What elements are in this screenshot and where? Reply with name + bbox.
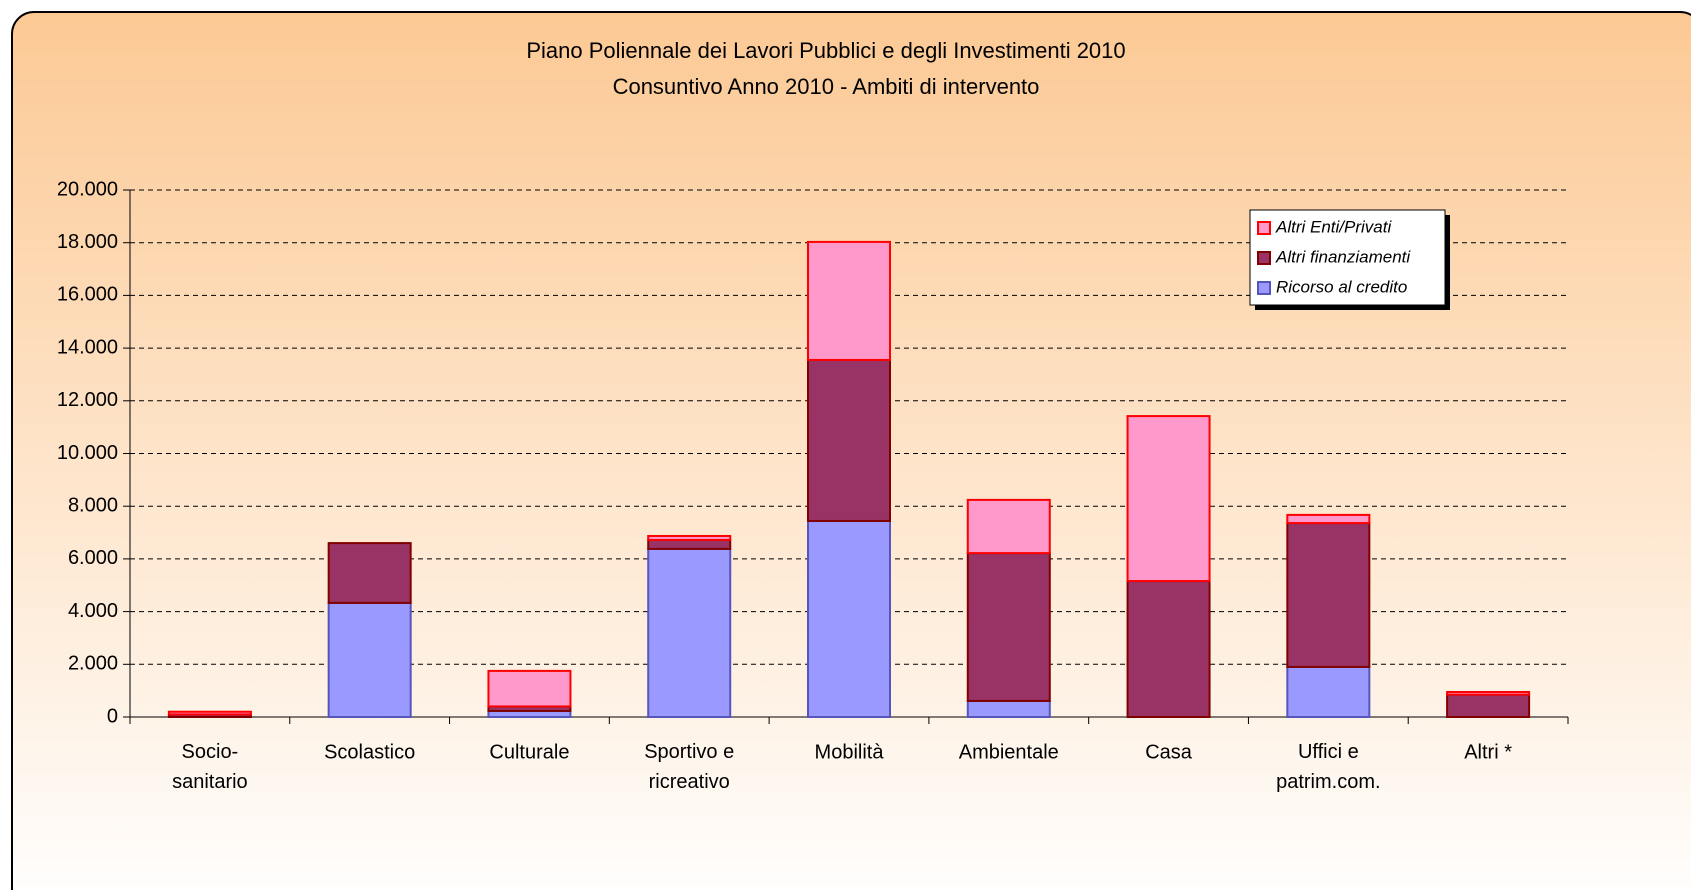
bar-segment <box>1126 580 1211 718</box>
bar-segment <box>1126 415 1211 583</box>
x-tick-label: Altri * <box>1464 741 1512 763</box>
bar-segment <box>487 669 572 708</box>
bar-segment <box>327 601 412 718</box>
legend <box>1249 209 1446 306</box>
bar-segment <box>1286 665 1371 718</box>
legend-swatch <box>1257 281 1271 295</box>
bar-segment <box>807 519 891 718</box>
legend-label: Altri Enti/Privati <box>1275 217 1392 236</box>
y-tick-label: 2.000 <box>68 653 118 675</box>
x-tick-label: Culturale <box>489 741 569 763</box>
legend-label: Altri finanziamenti <box>1275 247 1411 266</box>
bar-segment <box>647 547 732 719</box>
y-tick-label: 0 <box>107 705 118 727</box>
chart-subtitle: Consuntivo Anno 2010 - Ambiti di interve… <box>613 74 1040 99</box>
y-tick-label: 20.000 <box>57 178 118 200</box>
bar-segment <box>807 240 891 361</box>
chart-title: Piano Poliennale dei Lavori Pubblici e d… <box>526 38 1125 63</box>
bar-segment <box>966 498 1051 555</box>
y-tick-label: 14.000 <box>57 336 118 358</box>
bar-segment <box>807 358 891 522</box>
y-tick-label: 10.000 <box>57 442 118 464</box>
bar-segment <box>167 710 252 716</box>
x-tick-label: Scolastico <box>324 741 415 763</box>
bar-segment <box>966 699 1051 719</box>
legend-label: Ricorso al credito <box>1276 277 1407 296</box>
x-tick-label: Uffici e patrim.com. <box>1276 741 1380 793</box>
bar-segment <box>327 542 412 604</box>
x-tick-label: Ambientale <box>959 741 1059 763</box>
y-tick-label: 8.000 <box>68 494 118 516</box>
x-tick-label: Sportivo e ricreativo <box>644 741 734 793</box>
x-tick-label: Mobilità <box>815 741 885 763</box>
bar-segment <box>647 534 732 541</box>
bar-segment <box>966 552 1051 702</box>
bar-segment <box>647 538 732 550</box>
y-tick-label: 16.000 <box>57 284 118 306</box>
x-tick-label: Casa <box>1145 741 1193 763</box>
bar-segment <box>1446 690 1531 696</box>
x-tick-label: Socio-sanitario <box>172 741 248 793</box>
y-tick-label: 4.000 <box>68 600 118 622</box>
bar-segment <box>1286 513 1371 525</box>
legend-swatch <box>1257 251 1271 265</box>
bar-segment <box>1286 522 1371 668</box>
bar-segment <box>1446 693 1531 718</box>
y-tick-label: 6.000 <box>68 547 118 569</box>
y-tick-label: 18.000 <box>57 231 118 253</box>
y-tick-label: 12.000 <box>57 389 118 411</box>
legend-swatch <box>1257 221 1271 235</box>
